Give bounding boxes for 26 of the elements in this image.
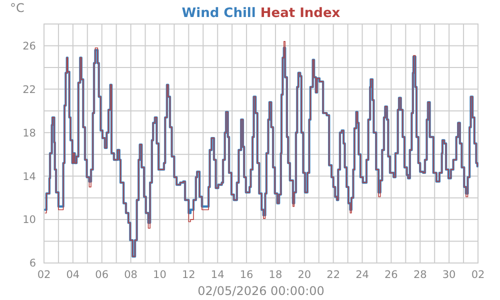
x-tick-label: 06 <box>95 269 109 281</box>
x-tick-label: 04 <box>66 269 80 281</box>
x-tick-label: 08 <box>124 269 138 281</box>
text: Wind Chill <box>182 6 256 21</box>
x-tick-label: 22 <box>326 269 340 281</box>
x-tick-label: 12 <box>182 269 196 281</box>
x-tick-label: 30 <box>442 269 456 281</box>
y-tick-label: 26 <box>22 40 36 52</box>
x-tick-label: 02 <box>471 269 485 281</box>
y-tick-label: 22 <box>22 84 36 96</box>
y-tick-label: 6 <box>29 258 36 270</box>
y-tick-label: 10 <box>22 214 36 226</box>
x-tick-label: 02 <box>37 269 51 281</box>
x-axis-title: 02/05/2026 00:00:00 <box>198 284 324 298</box>
x-tick-label: 26 <box>384 269 398 281</box>
y-tick-label: 14 <box>22 170 36 183</box>
x-tick-label: 16 <box>240 269 254 281</box>
x-tick-label: 24 <box>356 269 370 281</box>
x-tick-label: 10 <box>153 269 166 281</box>
x-tick-label: 14 <box>210 269 225 281</box>
y-tick-label: 18 <box>22 127 36 140</box>
x-tick-label: 28 <box>413 269 427 281</box>
x-tick-label: 20 <box>298 269 312 281</box>
text: Heat Index <box>256 6 341 21</box>
x-tick-label: 18 <box>268 269 282 281</box>
y-axis-title: °C <box>10 1 24 15</box>
